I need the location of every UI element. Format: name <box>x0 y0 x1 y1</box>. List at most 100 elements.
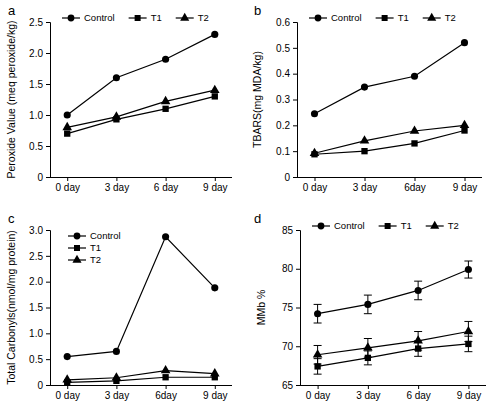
y-tick-label: 1.0 <box>29 110 43 121</box>
x-axis-line <box>297 177 482 178</box>
error-cap <box>414 356 422 357</box>
x-tick-label: 9 day <box>457 390 481 401</box>
x-tick: 0 day <box>303 177 327 193</box>
y-tick-mark <box>46 146 50 147</box>
legend-marker <box>180 13 189 21</box>
legend-label: T1 <box>151 12 162 23</box>
y-tick-label: 1.0 <box>29 328 43 339</box>
error-bar <box>414 332 422 351</box>
y-tick-label: 65 <box>282 380 294 391</box>
y-tick-label: 2.0 <box>29 48 43 59</box>
marker <box>211 284 218 291</box>
y-tick: 2.5 <box>29 251 50 262</box>
marker <box>162 106 168 112</box>
legend-item: T1 <box>68 242 101 253</box>
series-line <box>67 237 215 357</box>
y-tick: 1.0 <box>29 110 50 121</box>
error-cap <box>364 295 372 296</box>
x-tick: 9 day <box>203 177 227 193</box>
y-tick-mark <box>46 115 50 116</box>
marker <box>411 73 418 80</box>
series-line <box>67 90 215 127</box>
marker <box>415 287 422 294</box>
marker <box>162 233 169 240</box>
marker <box>112 111 122 119</box>
error-cap <box>414 299 422 300</box>
legend-marker <box>135 15 141 21</box>
plot-area <box>310 39 470 157</box>
legend-item: T1 <box>379 220 412 231</box>
x-tick-mark <box>315 177 316 181</box>
marker <box>310 148 320 156</box>
y-tick-label: 0.6 <box>276 17 290 28</box>
marker <box>361 84 368 91</box>
x-tick-mark <box>368 385 369 389</box>
y-tick-mark <box>46 22 50 23</box>
y-tick: 0.5 <box>29 141 50 152</box>
legend-label: T2 <box>90 254 101 265</box>
marker <box>461 127 467 133</box>
y-tick-mark <box>293 22 297 23</box>
legend-item: T2 <box>176 12 209 23</box>
plot-area <box>313 261 473 374</box>
marker <box>210 85 220 93</box>
x-tick-label: 0 day <box>55 390 79 401</box>
series-line <box>67 377 215 382</box>
y-tick-mark <box>293 74 297 75</box>
x-tick: 0 day <box>306 385 330 401</box>
x-tick: 3 day <box>353 177 377 193</box>
y-tick: 0.5 <box>29 354 50 365</box>
x-tick-label: 3 day <box>353 182 377 193</box>
y-tick-mark <box>293 100 297 101</box>
legend-item: T2 <box>426 220 459 231</box>
legend-label: T1 <box>401 220 412 231</box>
y-tick-mark <box>296 346 300 347</box>
y-tick-label: 1.5 <box>29 79 43 90</box>
x-tick-mark <box>465 177 466 181</box>
y-tick-label: 0 <box>37 380 43 391</box>
y-tick: 65 <box>282 380 300 391</box>
x-axis: 0 day3 day6 day9 day <box>50 177 232 193</box>
legend: Control T1 T2 <box>62 12 209 23</box>
x-tick-mark <box>418 385 419 389</box>
y-tick-mark <box>46 84 50 85</box>
y-tick-mark <box>296 308 300 309</box>
marker <box>361 148 367 154</box>
error-cap <box>364 364 372 365</box>
x-tick-mark <box>116 385 117 389</box>
error-bar <box>464 321 472 341</box>
error-cap <box>314 323 322 324</box>
x-tick: 3 day <box>105 385 129 401</box>
panel: a00.51.01.52.02.50 day3 day6 day9 dayPer… <box>5 3 232 193</box>
marker <box>461 39 468 46</box>
y-tick-label: 1.5 <box>29 302 43 313</box>
legend-item: Control <box>62 12 115 23</box>
x-tick-mark <box>215 385 216 389</box>
error-bar <box>364 339 372 358</box>
x-tick-mark <box>166 177 167 181</box>
marker <box>161 365 171 373</box>
y-tick-mark <box>46 359 50 360</box>
legend-label: Control <box>331 12 362 23</box>
y-tick-label: 85 <box>282 225 294 236</box>
x-tick: 6 day <box>154 177 178 193</box>
error-cap <box>364 313 372 314</box>
error-cap <box>464 351 472 352</box>
y-tick-mark <box>296 269 300 270</box>
x-tick-mark <box>67 177 68 181</box>
y-tick-mark <box>293 48 297 49</box>
x-tick: 6 day <box>406 385 430 401</box>
legend-label: Control <box>90 230 121 241</box>
series-line <box>318 332 469 355</box>
x-tick: 0 day <box>55 385 79 401</box>
y-tick-label: 0 <box>37 172 43 183</box>
y-axis-title: MMb % <box>255 290 267 326</box>
y-tick-label: 2.5 <box>29 17 43 28</box>
series-line <box>67 371 215 380</box>
error-bar <box>364 295 372 314</box>
legend-item: Control <box>309 12 362 23</box>
marker <box>464 326 474 334</box>
x-tick: 0 day <box>55 177 79 193</box>
y-tick-mark <box>46 230 50 231</box>
legend-label: Control <box>84 12 115 23</box>
